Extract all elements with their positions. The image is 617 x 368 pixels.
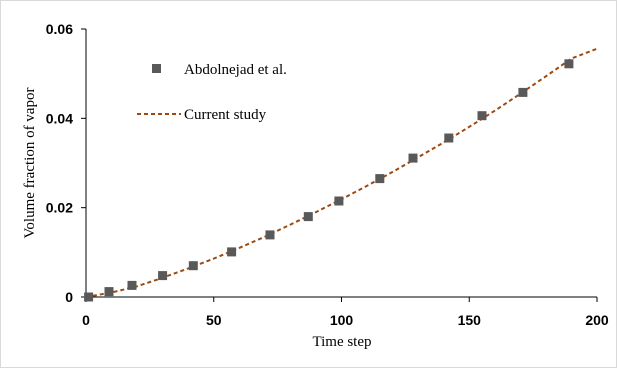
data-point-abdolnejad [158,271,168,281]
x-tick-label: 50 [206,312,222,328]
y-axis-title: Volume fraction of vapor [22,88,38,239]
series-line-current-study [85,47,598,298]
data-point-abdolnejad [518,87,528,97]
x-axis-title: Time step [312,334,371,350]
legend-label-abdolnejad: Abdolnejad et al. [184,62,287,78]
data-point-abdolnejad [444,133,454,143]
y-tick-label: 0 [65,289,73,305]
data-point-abdolnejad [334,196,344,206]
data-point-abdolnejad [227,247,237,257]
legend-label-current-study: Current study [184,107,267,123]
data-point-abdolnejad [127,280,137,290]
data-point-abdolnejad [188,261,198,271]
y-tick-label: 0.04 [46,110,73,126]
data-point-abdolnejad [564,59,574,69]
legend-marker-abdolnejad [152,64,161,73]
data-point-abdolnejad [265,230,275,240]
series-line-layer [85,47,598,298]
data-point-abdolnejad [84,292,94,302]
data-point-abdolnejad [477,111,487,121]
axes [85,29,597,298]
ticks: 0 0.02 0.04 0.06 0 50 100 150 200 [46,21,609,328]
legend: Abdolnejad et al. Current study [137,62,287,123]
y-tick-label: 0.06 [46,21,73,37]
y-tick-label: 0.02 [46,200,73,216]
data-point-abdolnejad [303,212,313,222]
data-point-abdolnejad [375,174,385,184]
x-tick-label: 100 [330,312,354,328]
data-point-abdolnejad [104,287,114,297]
series-marker-layer [84,59,574,302]
data-point-abdolnejad [408,153,418,163]
x-tick-label: 0 [82,312,90,328]
x-tick-label: 200 [585,312,609,328]
x-tick-label: 150 [458,312,482,328]
